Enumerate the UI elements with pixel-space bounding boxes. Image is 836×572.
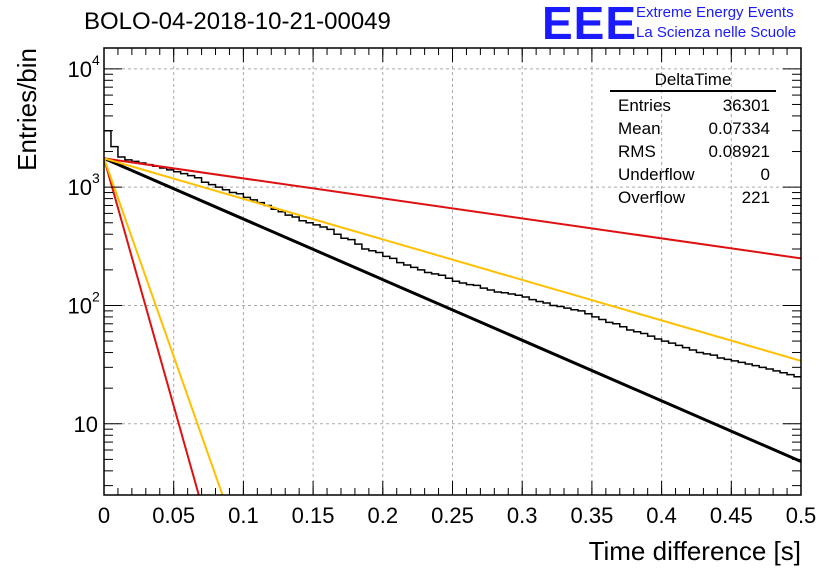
stats-value: 0.08921	[708, 142, 770, 161]
y-tick-label: 10	[68, 175, 92, 200]
x-tick-label: 0.35	[570, 503, 613, 528]
stats-label: RMS	[618, 142, 656, 161]
x-tick-label: 0.05	[152, 503, 195, 528]
y-tick-label: 10	[68, 57, 92, 82]
histogram-line	[104, 129, 801, 378]
stats-label: Underflow	[618, 165, 695, 184]
fit-curve	[104, 157, 801, 260]
x-axis-label: Time difference [s]	[589, 536, 801, 566]
y-tick-label: 10	[68, 293, 92, 318]
x-tick-label: 0.3	[507, 503, 538, 528]
x-tick-label: 0.15	[292, 503, 335, 528]
x-tick-label: 0.1	[228, 503, 259, 528]
stats-row-mean: Mean 0.07334	[610, 117, 776, 140]
x-tick-label: 0.2	[368, 503, 399, 528]
stats-value: 0	[760, 165, 770, 184]
y-tick-exponent: 3	[92, 170, 100, 186]
stats-title: DeltaTime	[610, 70, 776, 92]
stats-row-underflow: Underflow 0	[610, 163, 776, 186]
stats-value: 36301	[722, 96, 770, 115]
x-tick-label: 0	[98, 503, 110, 528]
y-tick-exponent: 4	[92, 52, 100, 68]
y-tick-label: 10	[74, 412, 98, 437]
chart-title: BOLO-04-2018-10-21-00049	[84, 8, 391, 35]
y-axis-label: Entries/bin	[12, 48, 42, 171]
fit-curve	[104, 157, 801, 463]
fit-curve	[104, 157, 801, 362]
stats-value: 0.07334	[708, 119, 770, 138]
fit-curve	[104, 158, 200, 495]
stats-label: Overflow	[618, 188, 686, 207]
fit-curve	[104, 158, 224, 495]
stats-row-entries: Entries 36301	[610, 94, 776, 117]
stats-box: DeltaTime Entries 36301 Mean 0.07334 RMS…	[610, 70, 776, 209]
eee-logo-icon: EEE	[542, 0, 638, 49]
x-tick-label: 0.4	[646, 503, 677, 528]
y-tick-exponent: 2	[92, 288, 100, 304]
stats-row-overflow: Overflow 221	[610, 186, 776, 209]
stats-label: Entries	[618, 96, 671, 115]
x-tick-label: 0.45	[710, 503, 753, 528]
stats-row-rms: RMS 0.08921	[610, 140, 776, 163]
stats-value: 221	[741, 188, 770, 207]
stats-label: Mean	[618, 119, 661, 138]
logo-line-2: La Scienza nelle Scuole	[636, 24, 797, 41]
x-tick-label: 0.25	[431, 503, 474, 528]
logo-line-1: Extreme Energy Events	[636, 4, 794, 21]
x-tick-label: 0.5	[786, 503, 817, 528]
